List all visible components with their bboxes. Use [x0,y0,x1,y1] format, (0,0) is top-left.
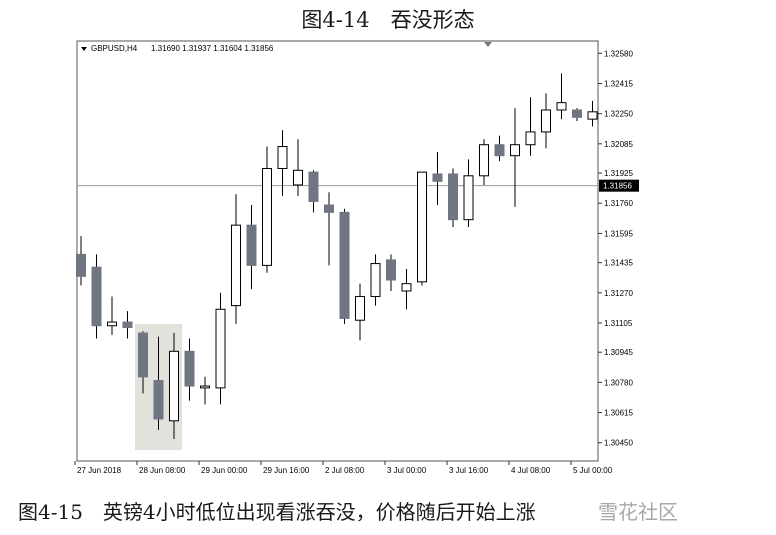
bull-candle [215,308,226,389]
bull-candle [417,171,427,283]
bear-candle [386,259,396,281]
x-tick-label: 3 Jul 00:00 [387,466,427,474]
bull-candle [231,224,241,307]
y-tick-label: 1.31105 [604,319,633,328]
x-tick-label: 29 Jun 16:00 [263,466,310,474]
ohlc-label: 1.31690 1.31937 1.31604 1.31856 [151,44,274,53]
watermark: 雪花社区 [598,500,678,524]
bull-candle [401,283,412,292]
bear-candle [572,109,582,118]
y-tick-label: 1.31270 [604,289,633,298]
bull-candle [479,144,489,177]
bull-candle [355,295,365,321]
bear-candle [138,332,148,378]
y-tick-label: 1.30450 [604,439,633,448]
bull-candle [587,111,598,120]
bear-candle [184,350,195,387]
y-tick-label: 1.30945 [604,348,633,357]
y-tick-label: 1.32580 [604,49,633,58]
bear-candle [339,211,350,319]
x-tick-label: 27 Jun 2018 [77,466,122,474]
x-tick-label: 3 Jul 16:00 [449,466,489,474]
x-tick-label: 2 Jul 08:00 [325,466,365,474]
bear-candle [153,380,164,420]
price-tag-label: 1.31856 [603,182,632,191]
collapse-arrow-icon[interactable] [81,47,87,51]
bull-candle [556,102,567,111]
figure-title: 图4-14 吞没形态 [301,8,475,32]
figure-caption: 图4-15 英镑4小时低位出现看涨吞没，价格随后开始上涨 [18,500,536,524]
x-tick-label: 5 Jul 00:00 [573,466,613,474]
bull-candle [107,321,117,327]
bull-candle [463,175,474,221]
bear-candle [324,204,334,213]
y-tick-label: 1.32250 [604,110,633,119]
bull-candle [169,350,179,422]
x-tick-label: 28 Jun 08:00 [139,466,186,474]
y-tick-label: 1.31925 [604,169,633,178]
x-tick-label: 29 Jun 00:00 [201,466,248,474]
bull-candle [262,167,272,266]
bull-candle [200,385,210,389]
bull-candle [510,144,520,157]
bear-candle [308,171,319,202]
y-tick-label: 1.30615 [604,409,633,418]
candlestick-chart: 1.32580 1.32415 1.32250 1.32085 1.31925 1.317… [74,40,639,474]
y-tick-label: 1.31595 [604,229,633,238]
bull-candle [370,263,381,297]
bull-candle [541,109,551,133]
y-tick-label: 1.31435 [604,259,633,268]
bear-candle [432,173,443,182]
bear-candle [494,144,505,157]
bear-candle [91,266,102,327]
bear-candle [76,253,86,277]
bear-candle [448,173,458,221]
bull-candle [525,131,536,146]
bull-candle [277,146,288,169]
y-tick-label: 1.30780 [604,378,633,387]
chart-scroll-marker [484,42,492,47]
bear-candle [122,321,133,329]
bear-candle [246,224,257,266]
y-tick-label: 1.32415 [604,79,633,88]
x-tick-label: 4 Jul 08:00 [511,466,551,474]
price-tag [599,179,639,192]
y-tick-label: 1.32085 [604,140,633,149]
symbol-label: GBPUSD,H4 [91,44,138,53]
y-tick-label: 1.31760 [604,199,633,208]
bull-candle [293,169,303,186]
